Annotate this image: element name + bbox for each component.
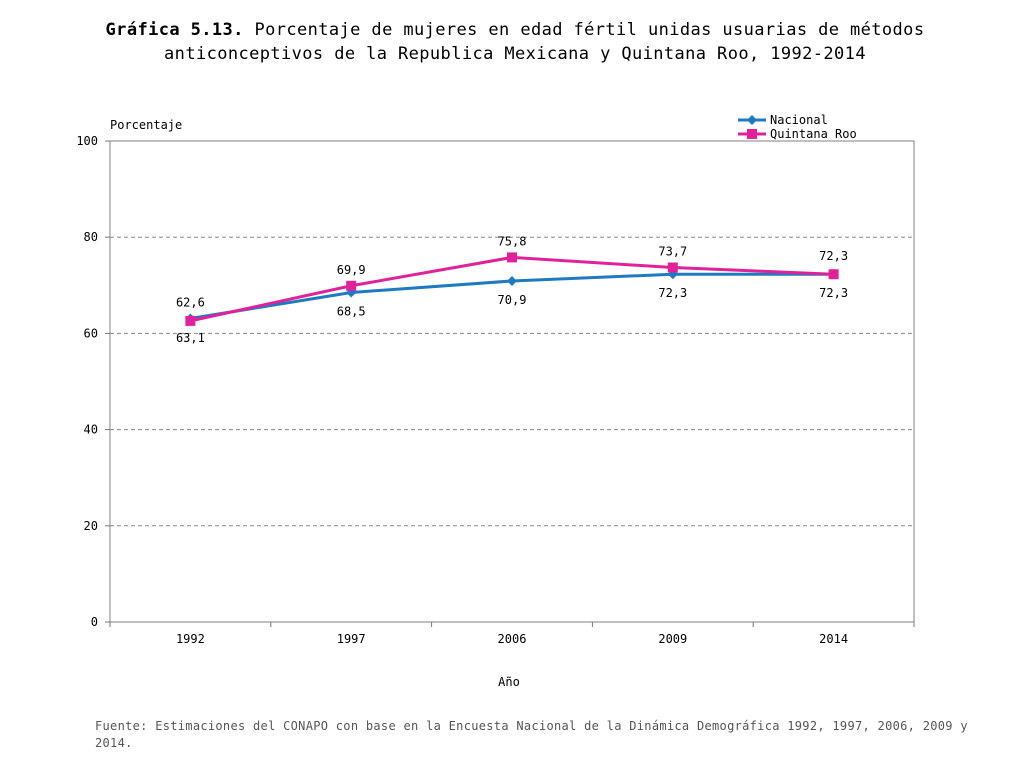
x-tick-label: 2009 — [658, 632, 687, 646]
source-note: Fuente: Estimaciones del CONAPO con base… — [95, 719, 968, 750]
data-point-quintana-roo — [185, 315, 196, 326]
data-label-nacional: 72,3 — [658, 286, 687, 300]
x-tick-label: 2014 — [819, 632, 848, 646]
data-point-nacional — [507, 275, 517, 286]
y-axis-title: Porcentaje — [110, 118, 182, 132]
data-label-nacional: 72,3 — [819, 286, 848, 300]
data-label-quintana-roo: 75,8 — [498, 234, 527, 248]
y-tick-label: 0 — [91, 615, 98, 629]
data-point-quintana-roo — [667, 262, 678, 273]
legend-label-nacional: Nacional — [770, 113, 828, 127]
data-label-nacional: 70,9 — [498, 293, 527, 307]
x-tick-label: 2006 — [498, 632, 527, 646]
data-label-quintana-roo: 73,7 — [658, 245, 687, 259]
x-tick-label: 1997 — [337, 632, 366, 646]
data-label-quintana-roo: 69,9 — [337, 263, 366, 277]
y-tick-label: 100 — [76, 134, 98, 148]
legend-label-quintana-roo: Quintana Roo — [770, 127, 857, 141]
data-point-quintana-roo — [346, 280, 357, 291]
plot-area — [109, 140, 915, 623]
data-label-nacional: 68,5 — [337, 305, 366, 319]
data-label-quintana-roo: 72,3 — [819, 249, 848, 263]
y-tick-label: 80 — [84, 230, 98, 244]
y-tick-label: 20 — [84, 519, 98, 533]
y-tick-label: 40 — [84, 423, 98, 437]
chart-title-number: Gráfica 5.13. — [105, 20, 244, 40]
data-point-quintana-roo — [507, 252, 517, 263]
legend-marker-diamond — [747, 115, 757, 125]
data-label-quintana-roo: 62,6 — [176, 295, 205, 309]
data-point-quintana-roo — [828, 269, 839, 280]
chart-title: Gráfica 5.13. Porcentaje de mujeres en e… — [60, 18, 970, 66]
data-label-nacional: 63,1 — [176, 331, 205, 345]
legend-marker-square — [747, 129, 757, 139]
x-axis-title: Año — [498, 675, 520, 689]
x-tick-label: 1992 — [176, 632, 205, 646]
y-tick-label: 60 — [84, 326, 98, 340]
chart-title-text: Porcentaje de mujeres en edad fértil uni… — [164, 20, 925, 64]
series-line-quintana-roo — [190, 255, 834, 323]
